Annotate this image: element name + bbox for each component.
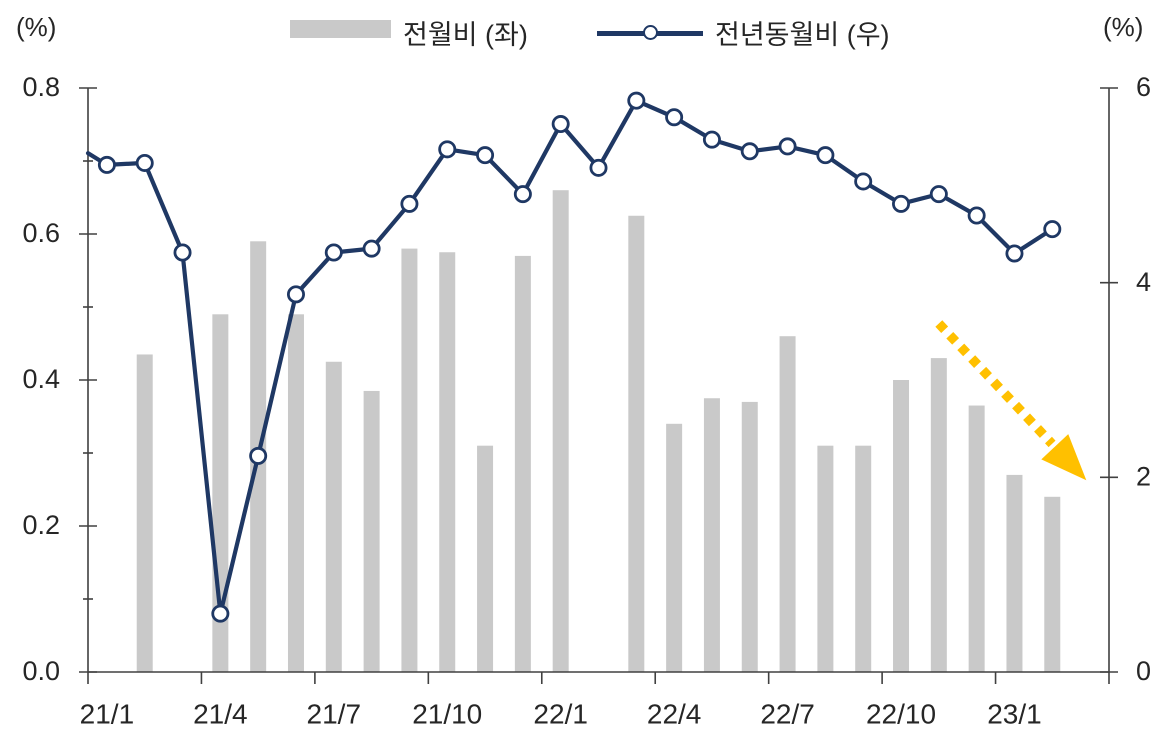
right-axis-unit: (%)	[1103, 12, 1144, 42]
trend-arrowhead-icon	[1041, 434, 1087, 481]
line-marker-22/6	[740, 142, 759, 161]
left-axis-unit: (%)	[16, 12, 57, 42]
bar-21/7	[325, 361, 342, 672]
trend-arrow-dotted-line	[935, 320, 1056, 448]
line-marker-21/1	[97, 155, 116, 174]
line-marker-22/1	[551, 115, 570, 134]
line-marker-21/9	[400, 194, 419, 213]
left-axis-label-0.0: 0.0	[22, 656, 60, 686]
x-axis-label-22-7: 22/7	[760, 698, 815, 729]
line-marker-21/3	[173, 243, 192, 262]
x-axis-label-23-1: 23/1	[987, 698, 1042, 729]
right-axis-label-0: 0	[1136, 656, 1151, 686]
line-marker-22/10	[892, 194, 911, 213]
line-marker-22/8	[816, 146, 835, 165]
line-marker-21/11	[476, 146, 495, 165]
bar-21/2	[136, 354, 153, 672]
bar-22/3	[628, 215, 645, 672]
line-marker-21/2	[135, 153, 154, 172]
bar-21/6	[287, 314, 304, 672]
line-marker-22/3	[627, 91, 646, 110]
line-marker-21/6	[286, 285, 305, 304]
x-axis-label-21-4: 21/4	[193, 698, 248, 729]
bar-21/10	[439, 252, 456, 672]
line-marker-22/7	[778, 137, 797, 156]
right-axis-label-2: 2	[1136, 461, 1151, 491]
bar-22/8	[817, 445, 834, 672]
left-axis-label-0.8: 0.8	[22, 72, 60, 102]
line-marker-23/1	[1005, 244, 1024, 263]
right-axis-label-6: 6	[1136, 72, 1151, 102]
line-marker-22/12	[967, 206, 986, 225]
line-marker-21/8	[362, 239, 381, 258]
bar-23/2	[1044, 496, 1061, 672]
bar-22/5	[703, 398, 720, 672]
line-marker-22/4	[665, 108, 684, 127]
x-axis-label-22-10: 22/10	[866, 698, 936, 729]
bar-21/11	[477, 445, 494, 672]
line-marker-21/7	[324, 243, 343, 262]
bar-22/7	[779, 336, 796, 672]
bar-22/10	[893, 380, 910, 672]
left-axis-label-0.4: 0.4	[22, 364, 60, 394]
x-axis-label-22-1: 22/1	[533, 698, 588, 729]
bar-22/11	[930, 358, 947, 672]
bar-22/9	[855, 445, 872, 672]
bar-21/9	[401, 248, 418, 672]
line-marker-21/12	[513, 185, 532, 204]
line-marker-21/4	[211, 604, 230, 623]
line-marker-21/10	[438, 140, 457, 159]
line-marker-22/2	[589, 158, 608, 177]
bar-22/1	[552, 190, 569, 672]
left-axis-label-0.6: 0.6	[22, 218, 60, 248]
line-marker-22/5	[702, 130, 721, 149]
x-axis-label-21-10: 21/10	[412, 698, 482, 729]
bar-22/6	[741, 401, 758, 672]
bar-22/4	[666, 423, 683, 672]
line-marker-21/5	[249, 446, 268, 465]
line-marker-22/9	[854, 172, 873, 191]
x-axis-label-21-7: 21/7	[307, 698, 362, 729]
left-axis-label-0.2: 0.2	[22, 510, 60, 540]
line-marker-23/2	[1043, 220, 1062, 239]
right-axis-label-4: 4	[1136, 267, 1151, 297]
bar-21/8	[363, 390, 380, 672]
x-axis-label-22-4: 22/4	[647, 698, 702, 729]
line-marker-22/11	[929, 185, 948, 204]
bar-22/12	[968, 405, 985, 672]
bar-21/12	[514, 255, 531, 672]
bar-23/1	[1006, 474, 1023, 672]
x-axis-label-21-1: 21/1	[80, 698, 135, 729]
